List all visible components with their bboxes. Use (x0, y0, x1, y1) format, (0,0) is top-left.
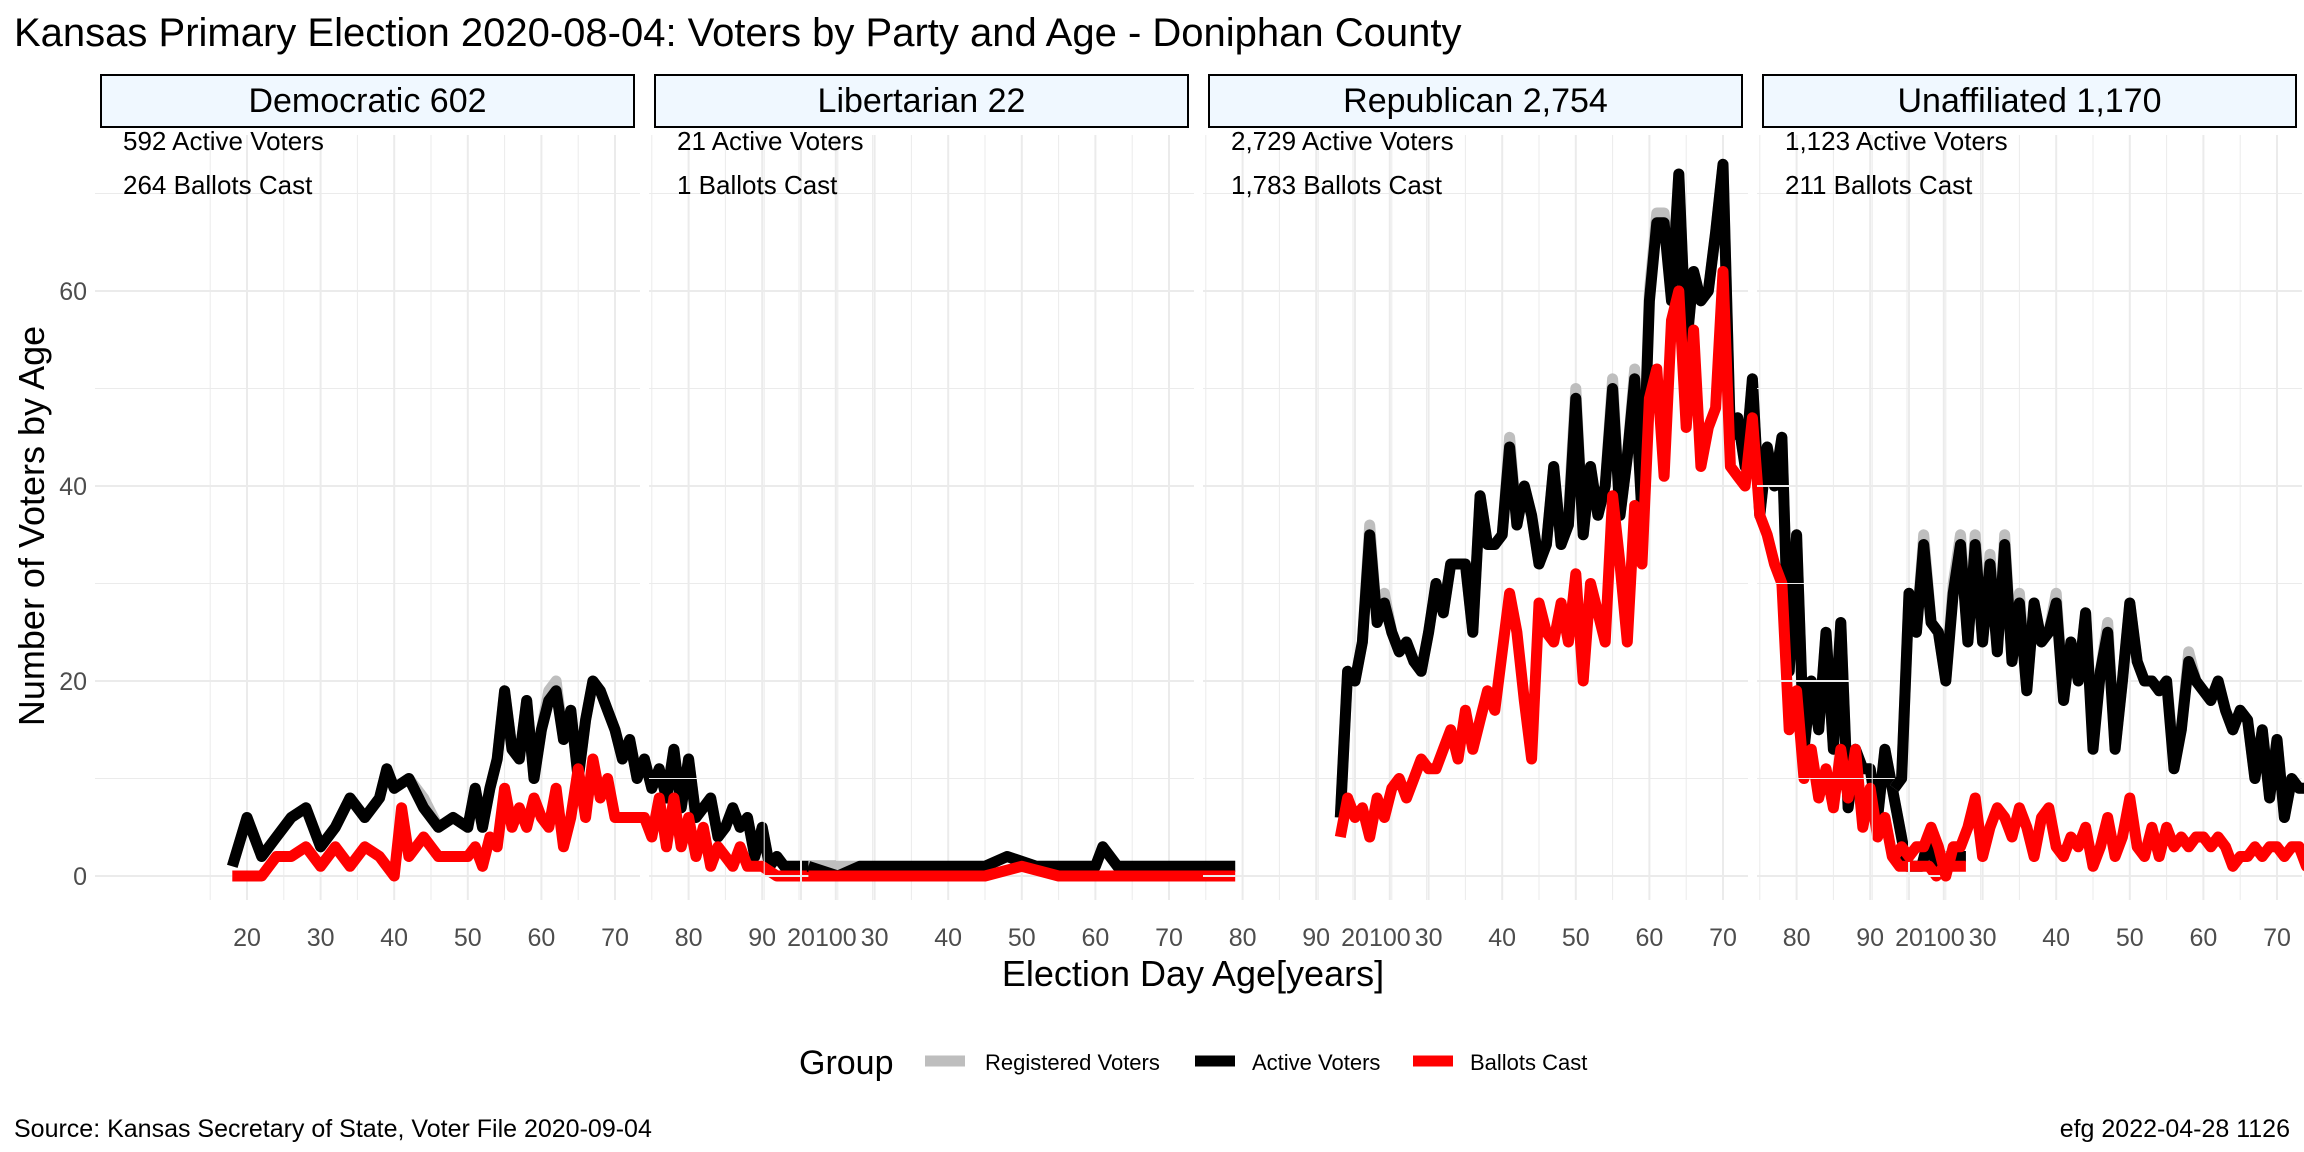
x-tick-label: 30 (1415, 924, 1443, 952)
x-tick-label: 20 (233, 924, 261, 952)
x-tick-label: 20 (787, 924, 815, 952)
panel-note-ballots: 264 Ballots Cast (123, 170, 313, 200)
x-tick-label: 80 (1783, 924, 1811, 952)
facet-strip (1762, 74, 2297, 128)
panel-grid (95, 135, 874, 900)
x-tick-label: 90 (1302, 924, 1330, 952)
series-line-ballots-cast (808, 860, 1236, 882)
facet-strip (654, 74, 1189, 128)
x-tick-label: 100 (1923, 924, 1965, 952)
panel-3: Republican 2,754 2,729 Active Voters 1,783… (1203, 74, 1982, 952)
legend-label: Active Voters (1252, 1050, 1380, 1075)
panel-note-active: 21 Active Voters (677, 126, 863, 156)
series-line-ballots-cast (1889, 792, 2304, 882)
x-tick-label: 50 (2116, 924, 2144, 952)
y-axis-label: Number of Voters by Age (11, 326, 52, 726)
source-note: Source: Kansas Secretary of State, Voter… (14, 1115, 652, 1143)
facet-strip-label: Libertarian 22 (818, 82, 1026, 120)
x-tick-label: 40 (1488, 924, 1516, 952)
facet-strip-label: Republican 2,754 (1343, 82, 1608, 120)
panel-note-ballots: 1 Ballots Cast (677, 170, 838, 200)
panel-grid (649, 135, 1428, 900)
chart-title: Kansas Primary Election 2020-08-04: Vote… (14, 11, 1461, 55)
y-tick-label: 0 (73, 863, 87, 891)
y-tick-label: 40 (59, 473, 87, 501)
panel-note-active: 1,123 Active Voters (1785, 126, 2008, 156)
x-tick-label: 80 (675, 924, 703, 952)
x-tick-label: 80 (1229, 924, 1257, 952)
x-tick-label: 60 (1081, 924, 1109, 952)
x-tick-label: 30 (1969, 924, 1997, 952)
series-line-active-voters (1334, 158, 1966, 872)
panel-note-ballots: 1,783 Ballots Cast (1231, 170, 1443, 200)
x-tick-label: 40 (2042, 924, 2070, 952)
x-tick-label: 50 (454, 924, 482, 952)
x-tick-label: 40 (380, 924, 408, 952)
x-tick-label: 20 (1341, 924, 1369, 952)
panel-4: Unaffiliated 1,170 1,123 Active Voters 211… (1757, 74, 2304, 952)
panel-note-active: 592 Active Voters (123, 126, 324, 156)
x-tick-label: 20 (1895, 924, 1923, 952)
y-tick-label: 20 (59, 668, 87, 696)
panels: Democratic 602 592 Active Voters 264 Ballo… (59, 74, 2304, 952)
x-tick-label: 100 (815, 924, 857, 952)
x-tick-label: 50 (1008, 924, 1036, 952)
x-tick-label: 70 (1155, 924, 1183, 952)
x-tick-label: 70 (2263, 924, 2291, 952)
series-line-ballots-cast (232, 753, 836, 882)
legend-label: Ballots Cast (1470, 1050, 1587, 1075)
facet-strip (1208, 74, 1743, 128)
x-tick-label: 30 (861, 924, 889, 952)
legend-title: Group (799, 1044, 894, 1082)
x-tick-label: 100 (1369, 924, 1411, 952)
facet-strip-label: Unaffiliated 1,170 (1897, 82, 2161, 120)
x-tick-label: 70 (601, 924, 629, 952)
panel-2: Libertarian 22 21 Active Voters 1 Ballots … (649, 74, 1428, 952)
y-tick-label: 60 (59, 278, 87, 306)
x-tick-label: 50 (1562, 924, 1590, 952)
x-tick-label: 40 (934, 924, 962, 952)
series-line-active-voters (1889, 539, 2304, 823)
x-tick-label: 90 (748, 924, 776, 952)
series-line-active-voters (806, 841, 1236, 882)
series-line-active-voters (227, 675, 836, 872)
x-tick-label: 60 (527, 924, 555, 952)
panel-grid (1757, 135, 2302, 900)
facet-strip-label: Democratic 602 (248, 82, 486, 120)
credit-note: efg 2022-04-28 1126 (2060, 1115, 2290, 1143)
facet-strip (100, 74, 635, 128)
panel-note-ballots: 211 Ballots Cast (1785, 170, 1973, 200)
x-tick-label: 90 (1856, 924, 1884, 952)
x-tick-label: 60 (1635, 924, 1663, 952)
panel-1: Democratic 602 592 Active Voters 264 Ballo… (95, 74, 874, 952)
x-tick-label: 70 (1709, 924, 1737, 952)
x-tick-label: 60 (2189, 924, 2217, 952)
panel-note-active: 2,729 Active Voters (1231, 126, 1454, 156)
legend: Group Registered Voters Active Voters Ball… (799, 1044, 1587, 1082)
legend-label: Registered Voters (985, 1050, 1160, 1075)
x-tick-label: 30 (307, 924, 335, 952)
x-axis-label: Election Day Age[years] (1002, 953, 1384, 994)
